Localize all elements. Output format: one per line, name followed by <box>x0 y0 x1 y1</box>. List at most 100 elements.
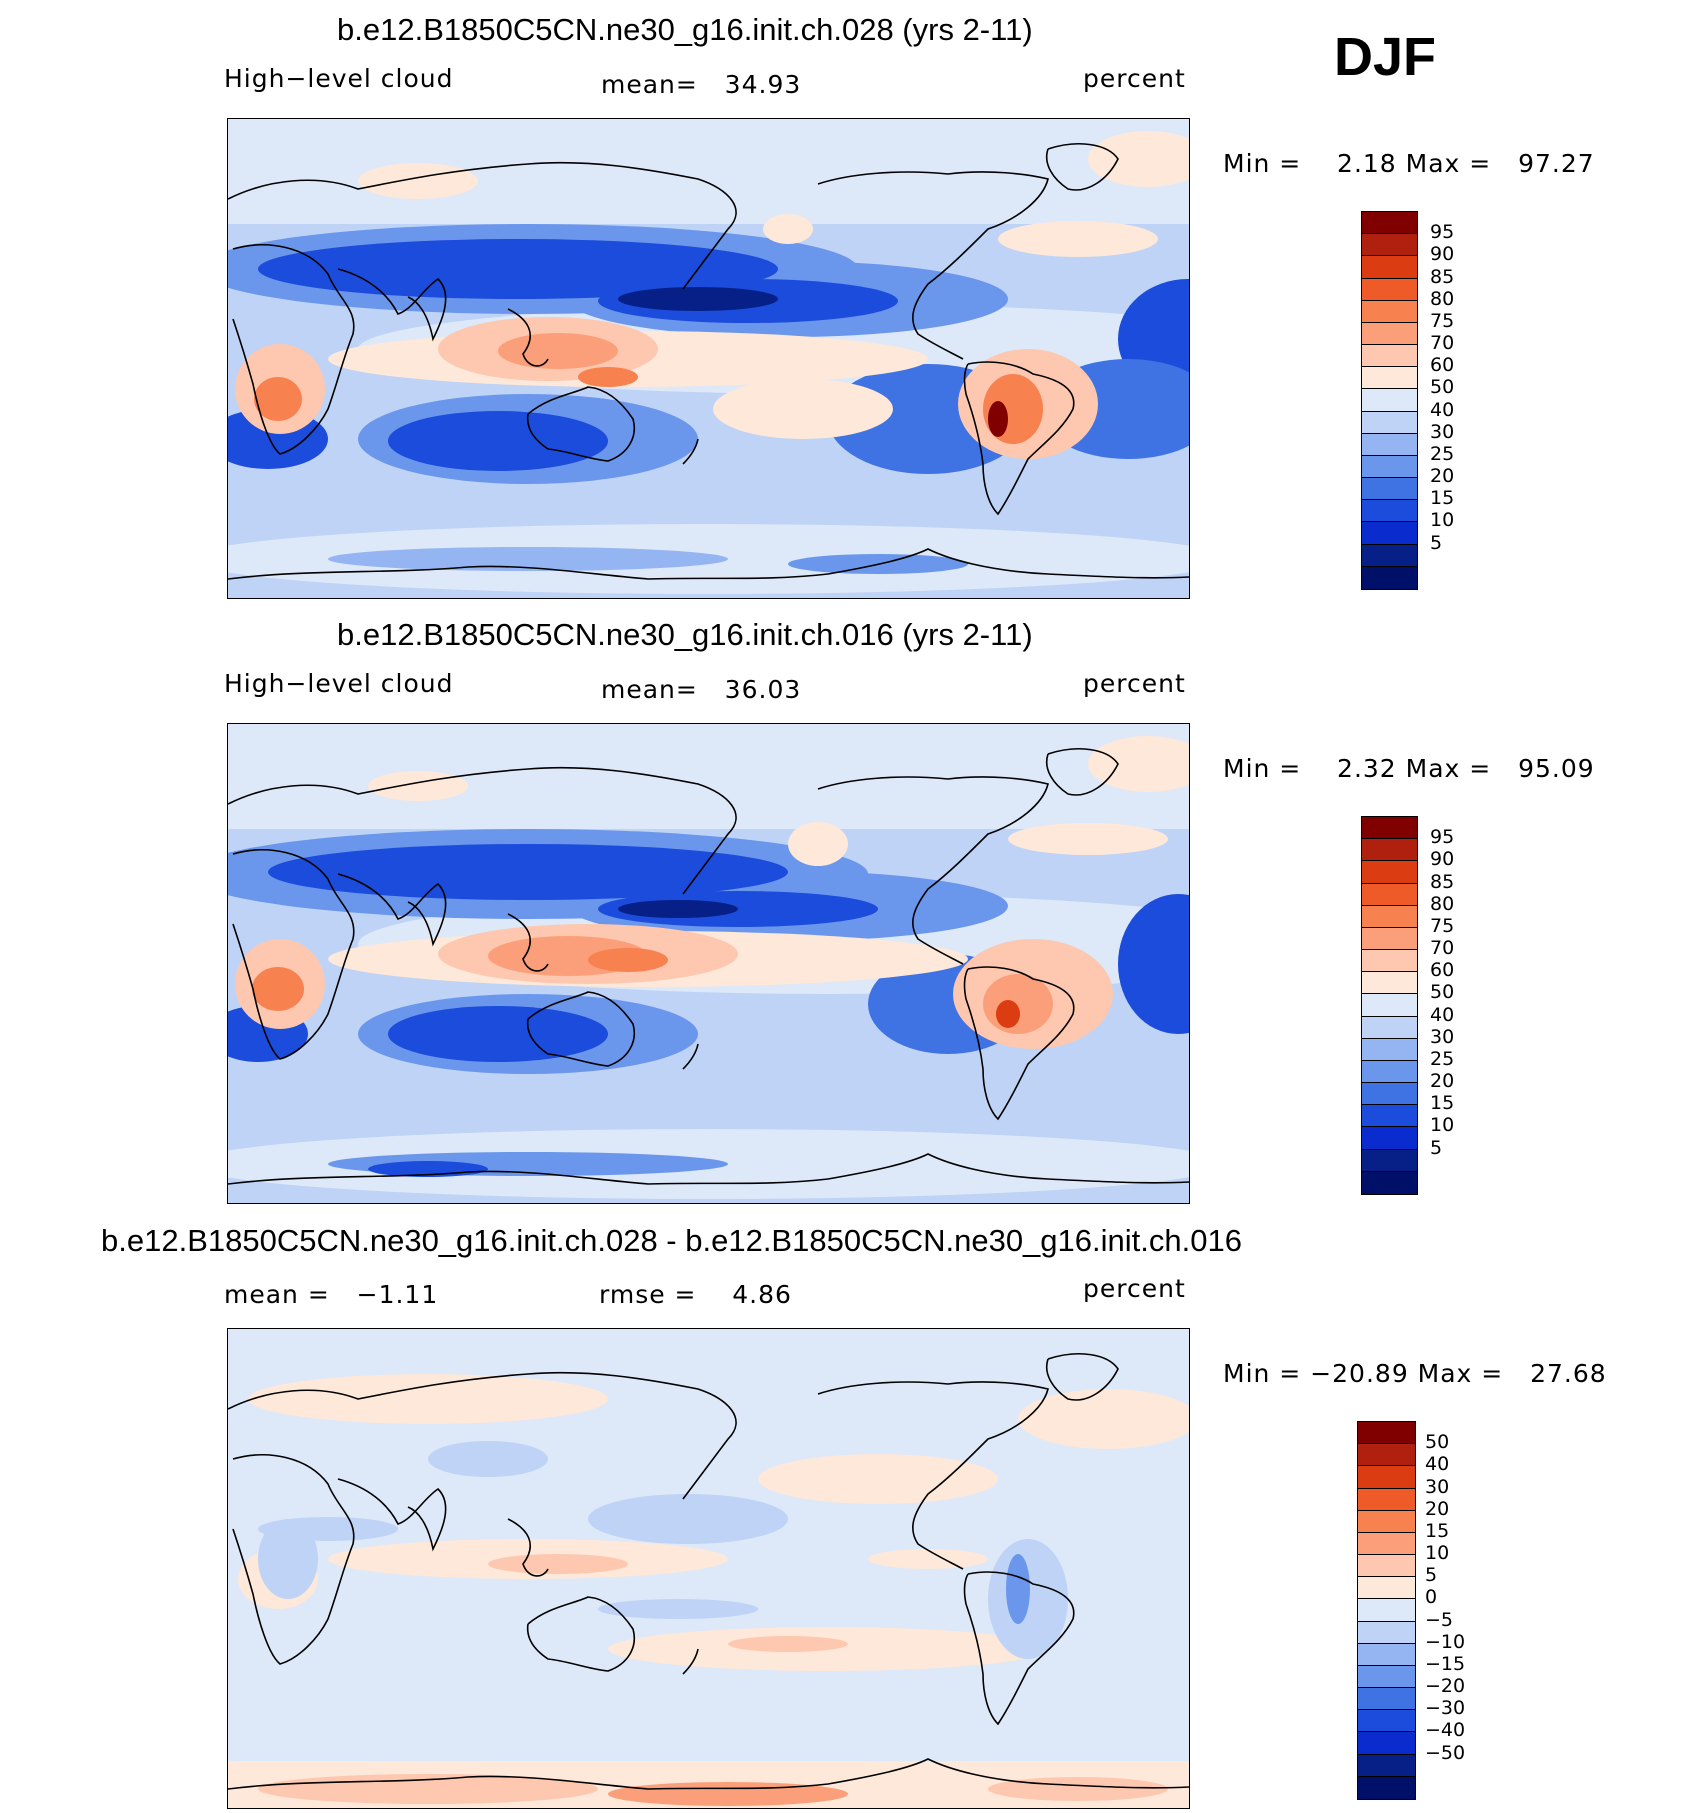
colorbar-tick-label: 30 <box>1425 1475 1450 1498</box>
panel-3-units-label: percent <box>1083 1274 1186 1303</box>
colorbar-swatch <box>1362 322 1417 346</box>
contour-field <box>228 724 1189 1203</box>
colorbar-tick-label: 75 <box>1430 914 1455 937</box>
colorbar-tick-label: 10 <box>1430 1114 1455 1137</box>
colorbar-tick-label: 25 <box>1430 1047 1455 1070</box>
colorbar-tick-label: 15 <box>1430 1092 1455 1115</box>
colorbar-tick-label: 50 <box>1430 376 1455 399</box>
colorbar-swatch <box>1358 1422 1415 1445</box>
colorbar-swatch <box>1358 1776 1415 1799</box>
colorbar-swatch <box>1358 1577 1415 1600</box>
colorbar-swatch <box>1358 1621 1415 1644</box>
colorbar-swatch <box>1362 927 1417 951</box>
colorbar-tick-label: 85 <box>1430 870 1455 893</box>
colorbar-tick-label: −50 <box>1425 1741 1466 1764</box>
panel-1-map <box>227 118 1190 599</box>
colorbar-swatch <box>1362 839 1417 862</box>
colorbar-swatch <box>1358 1510 1415 1533</box>
coastlines <box>228 143 1189 580</box>
colorbar-swatch <box>1362 234 1417 257</box>
colorbar-tick-label: 70 <box>1430 937 1455 960</box>
colorbar-swatch <box>1362 212 1417 235</box>
panel-1-colorbar <box>1361 211 1418 590</box>
colorbar-swatch <box>1358 1466 1415 1489</box>
colorbar-swatch <box>1362 1083 1417 1106</box>
colorbar-tick-label: −5 <box>1425 1608 1454 1631</box>
colorbar-swatch <box>1362 566 1417 589</box>
colorbar-swatch <box>1362 861 1417 884</box>
panel-1-mean-label: mean= 34.93 <box>601 70 802 99</box>
colorbar-swatch <box>1358 1555 1415 1578</box>
colorbar-swatch <box>1358 1444 1415 1467</box>
panel-2-units-label: percent <box>1083 669 1186 698</box>
contour-field <box>228 119 1189 598</box>
colorbar-swatch <box>1362 1127 1417 1150</box>
colorbar-tick-label: 40 <box>1430 1003 1455 1026</box>
panel-2-variable-label: High−level cloud <box>224 669 454 698</box>
colorbar-swatch <box>1362 883 1417 906</box>
panel-1-variable-label: High−level cloud <box>224 64 454 93</box>
panel-1-title: b.e12.B1850C5CN.ne30_g16.init.ch.028 (yr… <box>337 12 1033 47</box>
colorbar-swatch <box>1358 1488 1415 1511</box>
colorbar-swatch <box>1362 367 1417 390</box>
coastlines <box>228 748 1189 1185</box>
colorbar-swatch <box>1362 455 1417 479</box>
colorbar-swatch <box>1362 1149 1417 1172</box>
colorbar-swatch <box>1362 1171 1417 1194</box>
colorbar-tick-label: 50 <box>1430 981 1455 1004</box>
colorbar-swatch <box>1362 300 1417 323</box>
colorbar-swatch <box>1362 905 1417 928</box>
colorbar-tick-label: 30 <box>1430 1025 1455 1048</box>
colorbar-tick-label: 15 <box>1425 1519 1450 1542</box>
colorbar-swatch <box>1358 1710 1415 1733</box>
colorbar-tick-label: 90 <box>1430 243 1455 266</box>
colorbar-tick-label: 75 <box>1430 309 1455 332</box>
panel-3-map <box>227 1328 1190 1809</box>
colorbar-tick-label: 90 <box>1430 848 1455 871</box>
panel-2-colorbar <box>1361 816 1418 1195</box>
colorbar-tick-label: 85 <box>1430 265 1455 288</box>
season-label: DJF <box>1334 27 1437 87</box>
colorbar-swatch <box>1362 972 1417 995</box>
panel-3-mean-label: mean = −1.11 <box>224 1280 439 1309</box>
colorbar-tick-label: −20 <box>1425 1675 1466 1698</box>
colorbar-swatch <box>1362 411 1417 434</box>
colorbar-swatch <box>1358 1754 1415 1777</box>
colorbar-tick-label: 40 <box>1425 1453 1450 1476</box>
colorbar-tick-label: 20 <box>1425 1497 1450 1520</box>
colorbar-tick-label: 10 <box>1430 509 1455 532</box>
colorbar-swatch <box>1358 1599 1415 1622</box>
panel-1-minmax-label: Min = 2.18 Max = 97.27 <box>1223 149 1595 178</box>
colorbar-tick-label: −10 <box>1425 1630 1466 1653</box>
colorbar-swatch <box>1362 544 1417 567</box>
colorbar-tick-label: 60 <box>1430 354 1455 377</box>
colorbar-swatch <box>1358 1688 1415 1711</box>
panel-3-minmax-label: Min = −20.89 Max = 27.68 <box>1223 1359 1607 1388</box>
colorbar-tick-label: 70 <box>1430 332 1455 355</box>
colorbar-swatch <box>1362 278 1417 301</box>
colorbar-tick-label: −30 <box>1425 1697 1466 1720</box>
panel-2-title: b.e12.B1850C5CN.ne30_g16.init.ch.016 (yr… <box>337 617 1033 652</box>
colorbar-swatch <box>1362 994 1417 1017</box>
colorbar-swatch <box>1362 478 1417 501</box>
panel-2-map <box>227 723 1190 1204</box>
colorbar-tick-label: 60 <box>1430 959 1455 982</box>
colorbar-tick-label: 80 <box>1430 287 1455 310</box>
colorbar-swatch <box>1362 1060 1417 1084</box>
colorbar-swatch <box>1358 1643 1415 1666</box>
colorbar-tick-label: 5 <box>1425 1564 1438 1587</box>
colorbar-tick-label: 10 <box>1425 1542 1450 1565</box>
panel-2-mean-label: mean= 36.03 <box>601 675 802 704</box>
panel-2-minmax-label: Min = 2.32 Max = 95.09 <box>1223 754 1595 783</box>
colorbar-tick-label: 20 <box>1430 1070 1455 1093</box>
panel-3-rmse-label: rmse = 4.86 <box>599 1280 792 1309</box>
colorbar-swatch <box>1362 522 1417 545</box>
colorbar-tick-label: 80 <box>1430 892 1455 915</box>
colorbar-swatch <box>1362 817 1417 840</box>
colorbar-tick-label: 30 <box>1430 420 1455 443</box>
colorbar-tick-label: 0 <box>1425 1586 1438 1609</box>
colorbar-tick-label: 95 <box>1430 826 1455 849</box>
colorbar-tick-label: −40 <box>1425 1719 1466 1742</box>
colorbar-tick-label: 95 <box>1430 221 1455 244</box>
colorbar-swatch <box>1362 433 1417 456</box>
